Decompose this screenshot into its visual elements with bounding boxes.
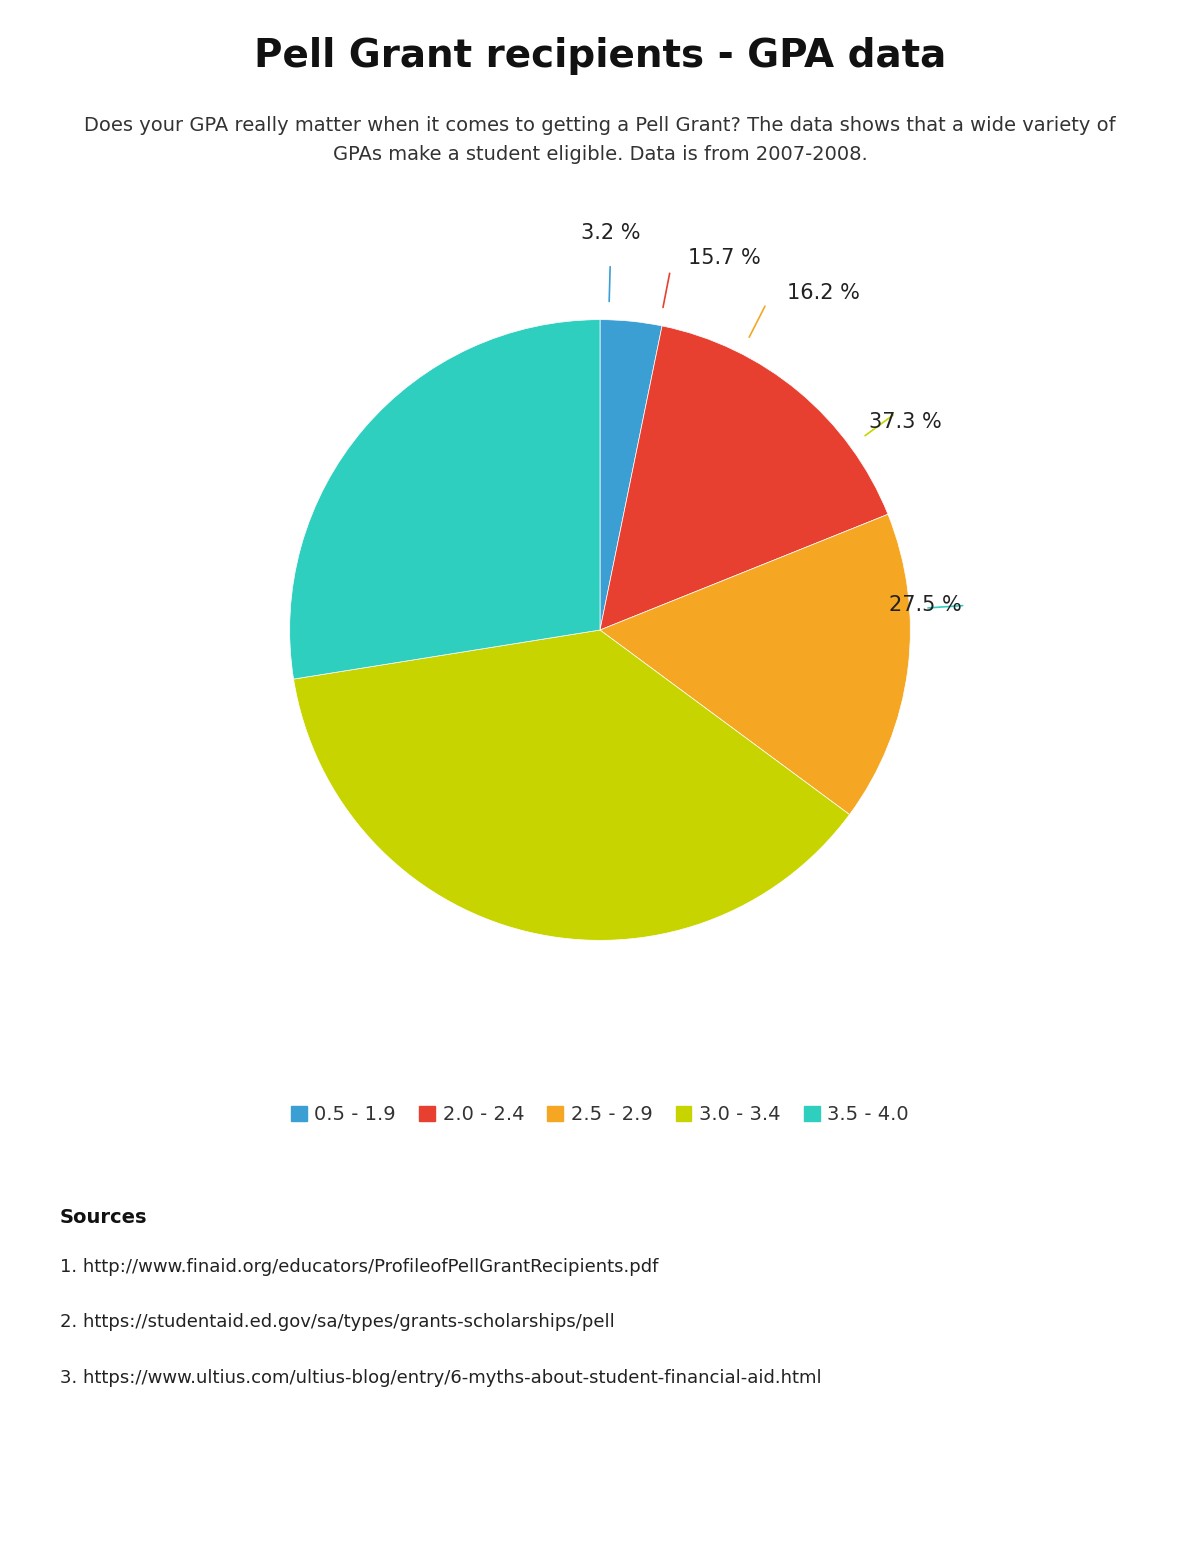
- Text: 2. https://studentaid.ed.gov/sa/types/grants-scholarships/pell: 2. https://studentaid.ed.gov/sa/types/gr…: [60, 1313, 614, 1332]
- Text: 37.3 %: 37.3 %: [869, 412, 942, 432]
- Text: Ultius: Ultius: [90, 1463, 191, 1493]
- Text: 3. https://www.ultius.com/ultius-blog/entry/6-myths-about-student-financial-aid.: 3. https://www.ultius.com/ultius-blog/en…: [60, 1369, 822, 1386]
- Legend: 0.5 - 1.9, 2.0 - 2.4, 2.5 - 2.9, 3.0 - 3.4, 3.5 - 4.0: 0.5 - 1.9, 2.0 - 2.4, 2.5 - 2.9, 3.0 - 3…: [292, 1106, 910, 1125]
- Text: Sources: Sources: [60, 1208, 148, 1227]
- Text: 16.2 %: 16.2 %: [787, 283, 860, 303]
- Wedge shape: [294, 630, 850, 941]
- Text: 15.7 %: 15.7 %: [688, 249, 761, 268]
- Text: Pell Grant recipients - GPA data: Pell Grant recipients - GPA data: [254, 37, 946, 74]
- Text: □: □: [48, 1459, 85, 1497]
- Text: 3.2 %: 3.2 %: [581, 223, 641, 243]
- Text: 27.5 %: 27.5 %: [889, 594, 962, 614]
- Text: Does your GPA really matter when it comes to getting a Pell Grant? The data show: Does your GPA really matter when it come…: [84, 116, 1116, 164]
- Wedge shape: [600, 320, 662, 630]
- Wedge shape: [600, 326, 888, 630]
- Wedge shape: [600, 514, 911, 815]
- Text: 1. http://www.finaid.org/educators/ProfileofPellGrantRecipients.pdf: 1. http://www.finaid.org/educators/Profi…: [60, 1258, 659, 1276]
- Wedge shape: [289, 320, 600, 679]
- Text: Copyright © 2016 Ultius, Inc.: Copyright © 2016 Ultius, Inc.: [846, 1468, 1152, 1488]
